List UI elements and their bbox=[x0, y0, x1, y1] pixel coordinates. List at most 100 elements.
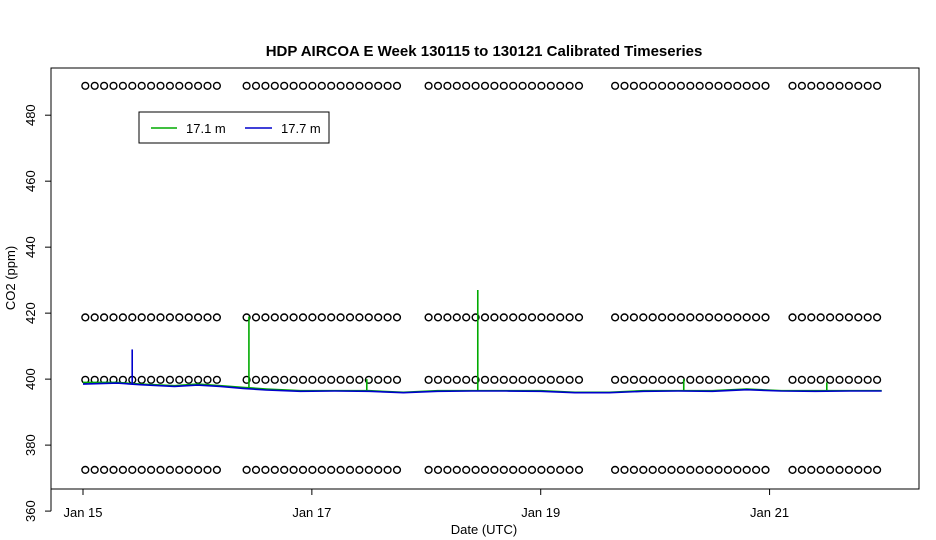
calibration-marker bbox=[825, 375, 835, 384]
calibration-marker bbox=[452, 375, 461, 384]
calibration-marker bbox=[751, 313, 761, 322]
calibration-marker bbox=[289, 313, 298, 322]
calibration-marker bbox=[364, 313, 373, 322]
calibration-marker bbox=[137, 375, 146, 384]
calibration-marker bbox=[816, 313, 825, 322]
calibration-marker bbox=[751, 81, 761, 90]
calibration-marker bbox=[761, 313, 770, 322]
calibration-marker bbox=[807, 313, 816, 322]
legend: 17.1 m 17.7 m bbox=[138, 111, 330, 144]
calibration-marker bbox=[723, 313, 733, 322]
calibration-marker bbox=[156, 313, 165, 322]
legend-label-17-1m: 17.1 m bbox=[186, 121, 226, 136]
calibration-marker bbox=[620, 81, 629, 90]
calibration-marker bbox=[844, 375, 854, 384]
calibration-marker bbox=[270, 313, 279, 322]
y-tick-label: 380 bbox=[23, 434, 38, 456]
calibration-marker bbox=[723, 465, 733, 475]
calibration-marker bbox=[280, 465, 289, 475]
calibration-marker bbox=[194, 375, 203, 384]
calibration-marker bbox=[355, 81, 364, 90]
chart-title: HDP AIRCOA E Week 130115 to 130121 Calib… bbox=[266, 43, 703, 60]
calibration-marker bbox=[147, 375, 156, 384]
calibration-marker bbox=[509, 465, 518, 475]
calibration-marker bbox=[452, 465, 461, 475]
calibration-marker bbox=[308, 465, 317, 475]
calibration-marker bbox=[261, 465, 270, 475]
calibration-marker bbox=[537, 465, 546, 475]
calibration-marker bbox=[90, 81, 99, 90]
calibration-marker bbox=[490, 465, 499, 475]
calibration-marker bbox=[317, 81, 326, 90]
calibration-marker bbox=[629, 81, 639, 90]
calibration-marker bbox=[816, 465, 825, 475]
calibration-marker bbox=[807, 465, 816, 475]
calibration-marker bbox=[212, 465, 222, 475]
calibration-marker bbox=[620, 465, 629, 475]
calibration-marker bbox=[480, 81, 490, 90]
calibration-marker bbox=[527, 81, 537, 90]
calibration-marker bbox=[835, 81, 844, 90]
calibration-marker bbox=[203, 465, 212, 475]
calibration-marker bbox=[433, 465, 443, 475]
calibration-marker bbox=[742, 313, 751, 322]
calibration-marker bbox=[509, 375, 518, 384]
calibration-marker bbox=[657, 465, 667, 475]
calibration-marker bbox=[374, 375, 383, 384]
calibration-marker bbox=[844, 465, 854, 475]
calibration-marker bbox=[854, 465, 863, 475]
calibration-marker bbox=[109, 465, 118, 475]
x-tick-label: Jan 19 bbox=[521, 505, 560, 520]
calibration-marker bbox=[742, 375, 751, 384]
calibration-marker bbox=[490, 313, 499, 322]
calibration-marker bbox=[844, 313, 854, 322]
calibration-marker bbox=[443, 313, 452, 322]
calibration-marker bbox=[704, 81, 714, 90]
calibration-marker bbox=[424, 81, 433, 90]
calibration-marker bbox=[156, 81, 165, 90]
calibration-marker bbox=[733, 465, 742, 475]
calibration-marker bbox=[424, 375, 433, 384]
calibration-marker bbox=[443, 81, 452, 90]
calibration-marker bbox=[355, 375, 364, 384]
calibration-marker bbox=[788, 81, 797, 90]
calibration-marker bbox=[835, 313, 844, 322]
calibration-marker bbox=[610, 465, 620, 475]
calibration-marker bbox=[175, 465, 184, 475]
calibration-marker bbox=[480, 313, 490, 322]
calibration-marker bbox=[761, 81, 770, 90]
calibration-marker bbox=[629, 313, 639, 322]
calibration-marker bbox=[374, 313, 383, 322]
calibration-marker bbox=[807, 375, 816, 384]
calibration-marker bbox=[807, 81, 816, 90]
calibration-marker bbox=[433, 81, 443, 90]
x-axis-label: Date (UTC) bbox=[451, 522, 517, 537]
calibration-marker bbox=[797, 313, 807, 322]
calibration-marker bbox=[816, 81, 825, 90]
calibration-marker bbox=[184, 313, 193, 322]
calibration-marker bbox=[518, 313, 527, 322]
calibration-marker bbox=[364, 465, 373, 475]
calibration-marker bbox=[345, 375, 355, 384]
calibration-marker bbox=[165, 465, 175, 475]
calibration-marker bbox=[345, 313, 355, 322]
calibration-marker bbox=[90, 313, 99, 322]
legend-label-17-7m: 17.7 m bbox=[281, 121, 321, 136]
calibration-marker bbox=[788, 375, 797, 384]
y-tick-label: 460 bbox=[23, 170, 38, 192]
calibration-marker bbox=[565, 313, 574, 322]
calibration-marker bbox=[761, 375, 770, 384]
calibration-marker bbox=[280, 375, 289, 384]
calibration-marker bbox=[317, 375, 326, 384]
y-tick-label: 420 bbox=[23, 302, 38, 324]
calibration-marker bbox=[872, 465, 882, 475]
calibration-marker bbox=[733, 81, 742, 90]
calibration-marker bbox=[797, 81, 807, 90]
calibration-marker bbox=[212, 81, 222, 90]
calibration-marker bbox=[433, 375, 443, 384]
calibration-marker bbox=[509, 81, 518, 90]
legend-box bbox=[138, 111, 330, 144]
series-layer bbox=[82, 290, 882, 394]
calibration-marker bbox=[751, 465, 761, 475]
calibration-marker bbox=[383, 313, 392, 322]
